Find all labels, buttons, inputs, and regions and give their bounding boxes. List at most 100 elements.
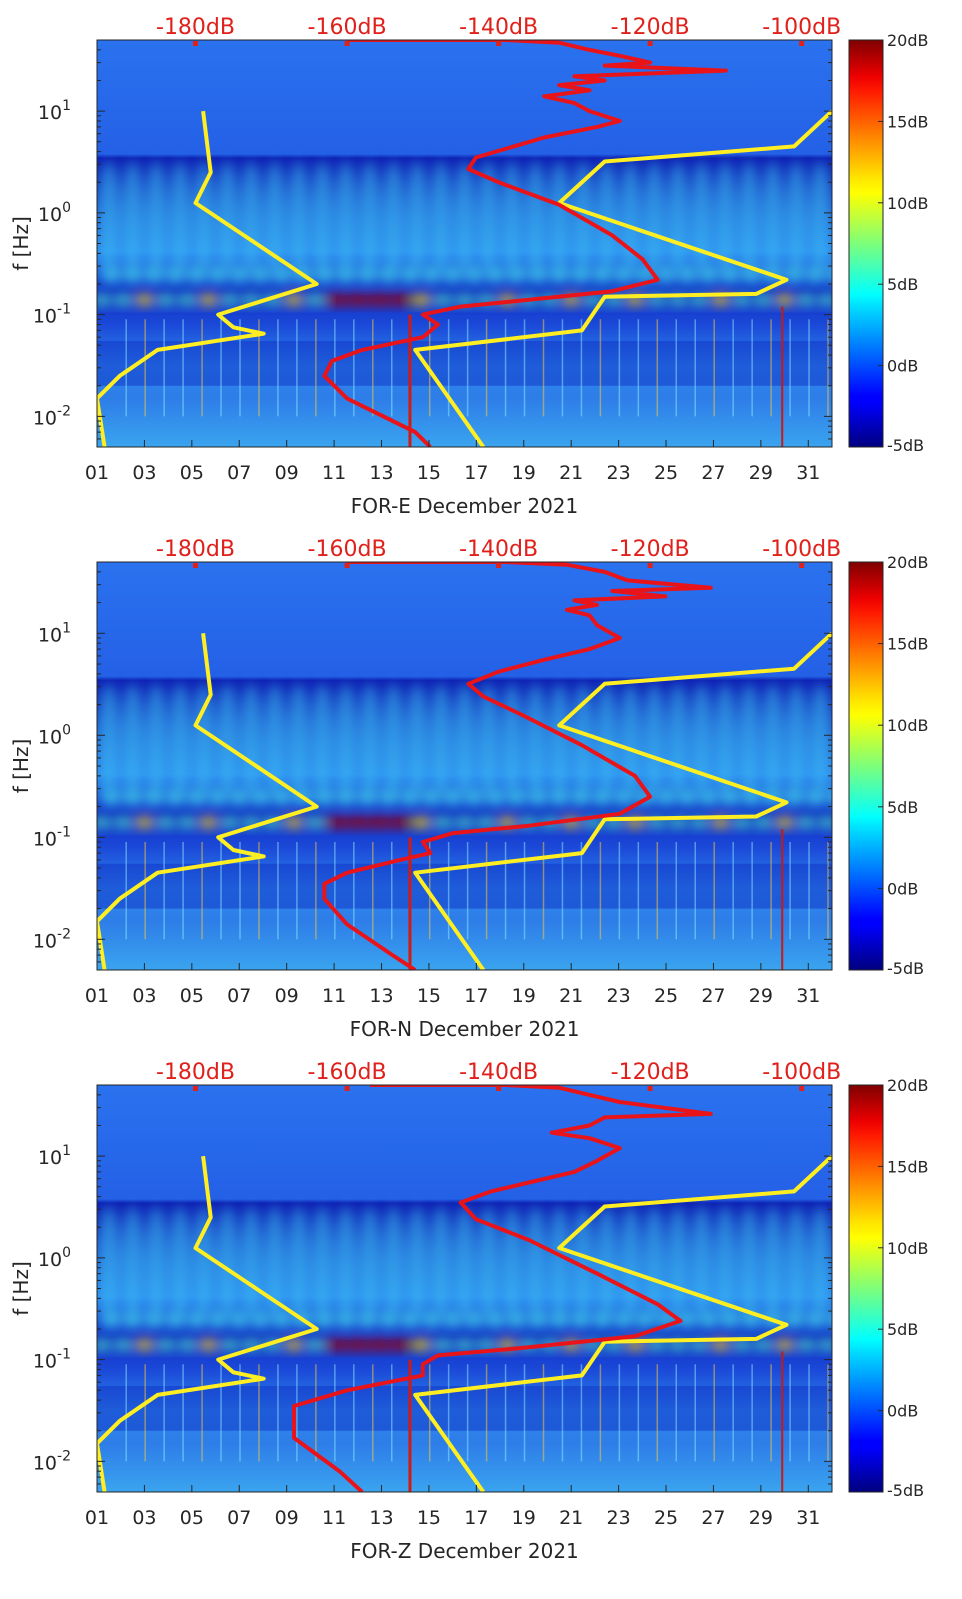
x-tick-label: 05 <box>180 985 204 1007</box>
x-tick-label: 05 <box>180 1507 204 1529</box>
top-db-label: -100dB <box>762 1060 841 1085</box>
heatmap-vertical-streaks <box>125 319 829 417</box>
y-tick-base: 10 <box>38 1147 62 1169</box>
x-tick-label: 25 <box>654 1507 678 1529</box>
top-db-tick <box>647 563 653 568</box>
heatmap-spike-day30 <box>781 829 784 970</box>
y-tick-base: 10 <box>38 726 62 748</box>
y-axis-title: f [Hz] <box>9 1261 33 1316</box>
y-tick-exponent: -2 <box>57 403 71 419</box>
y-tick-exponent: -2 <box>57 1448 71 1464</box>
x-tick-label: 25 <box>654 985 678 1007</box>
x-tick-label: 15 <box>417 462 441 484</box>
top-db-tick <box>193 563 199 568</box>
colorbar-label: 0dB <box>887 1402 918 1421</box>
x-tick-label: 01 <box>85 462 109 484</box>
x-tick-label: 09 <box>275 1507 299 1529</box>
x-tick-label: 17 <box>464 462 488 484</box>
x-tick-label: 21 <box>559 462 583 484</box>
spectrum-curve-line <box>322 562 713 970</box>
heatmap-diurnal-pattern <box>98 682 831 798</box>
top-db-label: -160dB <box>308 1060 387 1085</box>
top-db-tick <box>193 1086 199 1091</box>
x-tick-label: 29 <box>749 985 773 1007</box>
y-tick-base: 10 <box>38 624 62 646</box>
x-tick-label: 03 <box>132 462 156 484</box>
x-tick-label: 31 <box>796 985 820 1007</box>
colorbar-label: 5dB <box>887 798 918 817</box>
noise-model-high-line <box>413 631 832 970</box>
top-db-tick <box>799 563 805 568</box>
noise-model-high-line <box>413 109 832 447</box>
y-tick-base: 10 <box>38 102 62 124</box>
x-tick-label: 17 <box>464 985 488 1007</box>
x-tick-label: 27 <box>701 1507 725 1529</box>
y-tick-label: 10-2 <box>33 403 71 429</box>
x-tick-label: 19 <box>512 462 536 484</box>
x-tick-label: 07 <box>227 462 251 484</box>
colorbar-label: 10dB <box>887 194 929 213</box>
x-tick-label: 09 <box>275 985 299 1007</box>
x-tick-label: 09 <box>275 462 299 484</box>
x-tick-label: 11 <box>322 1507 346 1529</box>
x-axis-title: FOR-E December 2021 <box>351 494 579 518</box>
y-tick-exponent: 0 <box>62 722 71 738</box>
top-db-tick <box>344 41 350 46</box>
colorbar-label: 0dB <box>887 357 918 376</box>
x-tick-label: 03 <box>132 1507 156 1529</box>
y-tick-exponent: 1 <box>62 98 71 114</box>
x-tick-label: 31 <box>796 462 820 484</box>
y-tick-base: 10 <box>38 204 62 226</box>
top-db-tick <box>344 1086 350 1091</box>
spectrum-curve-line <box>322 40 728 447</box>
y-tick-exponent: -1 <box>57 302 71 318</box>
x-tick-label: 21 <box>559 1507 583 1529</box>
top-db-tick <box>496 41 502 46</box>
colorbar-label: 15dB <box>887 635 929 654</box>
x-tick-label: 29 <box>749 462 773 484</box>
y-tick-exponent: -2 <box>57 926 71 942</box>
heatmap-microseism-band <box>97 788 832 828</box>
colorbar <box>848 561 884 971</box>
colorbar-label: 0dB <box>887 879 918 898</box>
top-db-tick <box>647 41 653 46</box>
top-db-label: -180dB <box>156 537 235 562</box>
x-tick-label: 21 <box>559 985 583 1007</box>
heatmap-spike-day30 <box>781 1351 784 1492</box>
top-db-tick <box>193 41 199 46</box>
x-tick-label: 15 <box>417 1507 441 1529</box>
x-axis-title: FOR-N December 2021 <box>350 1017 580 1041</box>
top-db-label: -120dB <box>611 15 690 40</box>
top-db-label: -160dB <box>308 537 387 562</box>
y-tick-base: 10 <box>33 930 57 952</box>
top-db-label: -120dB <box>611 537 690 562</box>
x-tick-label: 19 <box>512 985 536 1007</box>
y-tick-label: 10-1 <box>33 1347 71 1373</box>
y-tick-label: 100 <box>38 1245 71 1271</box>
heatmap-spike-day14 <box>408 1359 412 1492</box>
y-tick-label: 10-2 <box>33 926 71 952</box>
y-tick-base: 10 <box>33 828 57 850</box>
top-db-label: -180dB <box>156 1060 235 1085</box>
colorbar-label: 10dB <box>887 1239 929 1258</box>
top-db-label: -160dB <box>308 15 387 40</box>
noise-model-low-line <box>97 110 319 447</box>
x-tick-label: 07 <box>227 985 251 1007</box>
y-tick-label: 10-2 <box>33 1448 71 1474</box>
x-tick-label: 01 <box>85 985 109 1007</box>
x-tick-label: 27 <box>701 985 725 1007</box>
x-tick-label: 11 <box>322 462 346 484</box>
heatmap-area <box>97 562 832 970</box>
y-tick-base: 10 <box>33 407 57 429</box>
colorbar-label: 15dB <box>887 112 929 131</box>
heatmap-low-band <box>97 863 832 909</box>
x-tick-label: 17 <box>464 1507 488 1529</box>
colorbar-label: 20dB <box>887 1076 929 1095</box>
heatmap-spike-day30 <box>781 306 784 447</box>
top-db-tick <box>799 41 805 46</box>
heatmap-low-band <box>97 1386 832 1431</box>
